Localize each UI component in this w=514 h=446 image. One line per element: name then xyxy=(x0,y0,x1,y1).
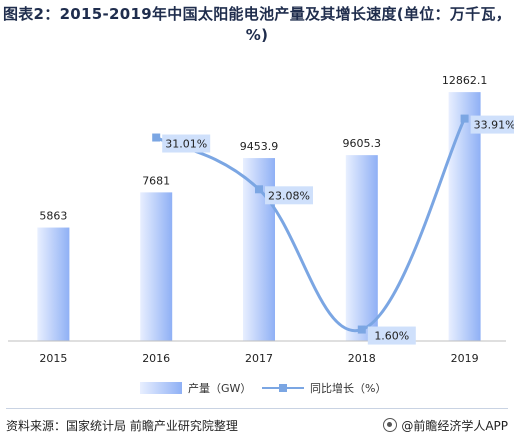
growth-label-box-2017 xyxy=(265,186,313,205)
growth-label-box-2016 xyxy=(162,134,211,153)
chart-plot: 2015 2016 2017 2018 2019 5863 7681 9453.9 9605.… xyxy=(8,74,514,365)
legend: 产量（GW） 同比增长（%） xyxy=(0,380,514,398)
x-axis: 2015 2016 2017 2018 2019 xyxy=(8,340,506,365)
x-tick-label-2015: 2015 xyxy=(39,352,67,365)
legend-swatch-line xyxy=(262,382,304,394)
growth-point-2018 xyxy=(357,325,366,334)
growth-label-2016: 31.01% xyxy=(165,138,207,151)
growth-point-2017 xyxy=(255,185,263,194)
growth-label-box-2018 xyxy=(367,326,416,345)
source-note: 资料来源：国家统计局 前瞻产业研究院整理 xyxy=(6,418,238,433)
data-labels-layer: 5863 7681 9453.9 9605.3 12862.1 31.01% 23.08% 1… xyxy=(39,74,514,345)
bar-2019 xyxy=(448,92,481,341)
legend-item-growth: 同比增长（%） xyxy=(262,380,386,396)
bar-2016 xyxy=(140,192,173,341)
growth-line-layer xyxy=(152,114,469,334)
footer-divider xyxy=(6,408,508,409)
legend-label-growth: 同比增长（%） xyxy=(310,382,387,395)
growth-point-2016 xyxy=(152,133,161,142)
bar-value-label-2015: 5863 xyxy=(39,210,67,223)
growth-label-2018: 1.60% xyxy=(374,330,409,343)
bar-2015 xyxy=(37,227,70,341)
brand-credit: @前瞻经济学人APP xyxy=(383,417,508,434)
x-tick-label-2017: 2017 xyxy=(245,352,273,365)
x-tick-label-2018: 2018 xyxy=(348,352,376,365)
bar-value-label-2017: 9453.9 xyxy=(240,140,279,153)
bar-value-label-2019: 12862.1 xyxy=(442,74,488,87)
x-tick-label-2019: 2019 xyxy=(451,352,479,365)
growth-label-2017: 23.08% xyxy=(268,189,310,202)
growth-line xyxy=(155,117,466,333)
bars-layer xyxy=(37,92,481,341)
bar-2018 xyxy=(345,155,378,341)
bar-value-label-2016: 7681 xyxy=(142,174,170,187)
x-tick-label-2016: 2016 xyxy=(142,352,170,365)
brand-name: @前瞻经济学人APP xyxy=(401,418,508,433)
bar-value-label-2018: 9605.3 xyxy=(343,137,382,150)
legend-item-production: 产量（GW） xyxy=(140,380,251,396)
legend-swatch-bar xyxy=(140,382,182,394)
brand-logo-icon xyxy=(383,418,398,432)
growth-label-box-2019 xyxy=(470,115,514,134)
growth-label-2019: 33.91% xyxy=(474,119,514,132)
legend-label-production: 产量（GW） xyxy=(188,382,252,395)
chart-title: 图表2：2015-2019年中国太阳能电池产量及其增长速度(单位：万千瓦，%) xyxy=(2,5,512,44)
footer: 资料来源：国家统计局 前瞻产业研究院整理 @前瞻经济学人APP xyxy=(6,414,508,436)
growth-point-2019 xyxy=(460,114,469,123)
